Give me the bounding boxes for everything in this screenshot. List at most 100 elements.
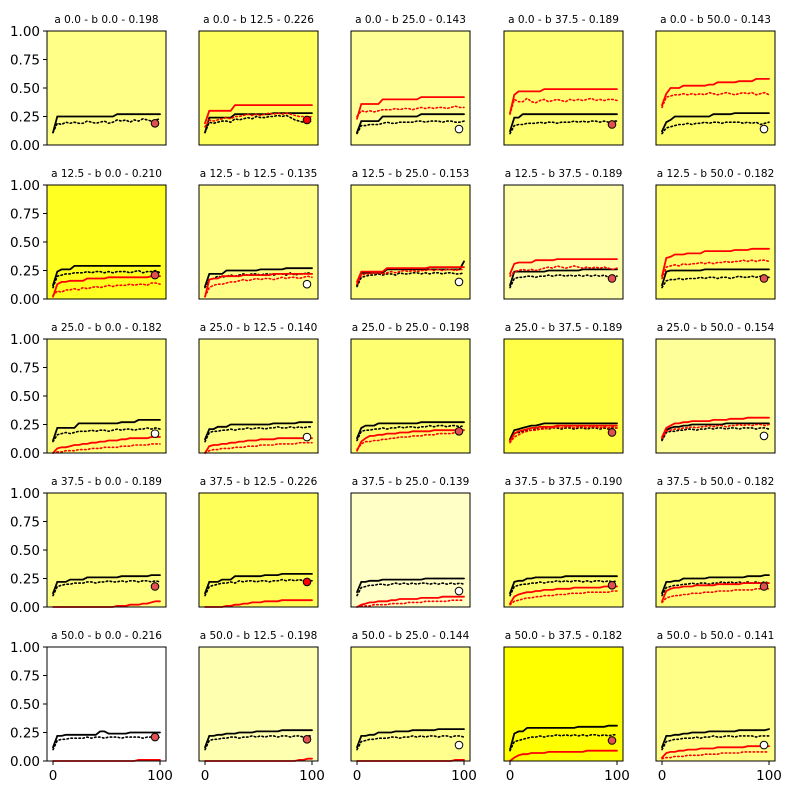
score-marker (302, 279, 312, 289)
score-marker (607, 736, 617, 745)
y-tick-label: 1.00 (10, 640, 40, 656)
panel-title: a 0.0 - b 25.0 - 0.143 (355, 14, 466, 26)
x-tick-label: 0 (353, 768, 362, 784)
series-red-solid (204, 104, 313, 125)
series-black-solid (52, 574, 161, 595)
x-tick-label: 0 (49, 768, 58, 784)
panel: a 0.0 - b 25.0 - 0.143 (350, 14, 471, 146)
series-black-dotted (509, 274, 618, 289)
panel-title: a 37.5 - b 50.0 - 0.182 (657, 476, 775, 488)
score-marker (607, 581, 617, 590)
panel-title: a 37.5 - b 0.0 - 0.189 (51, 476, 162, 488)
y-tick-label: 0.25 (10, 264, 40, 280)
score-marker (759, 124, 769, 134)
panel: a 12.5 - b 25.0 - 0.153 (350, 168, 471, 300)
series-black-dotted (356, 735, 465, 751)
series-black-solid (204, 112, 313, 134)
panel-background (504, 493, 623, 607)
panel-background (351, 647, 470, 761)
panel-background (47, 339, 166, 453)
score-marker (150, 119, 160, 128)
y-tick-label: 1.00 (10, 178, 40, 194)
panel-frame (198, 30, 319, 146)
series-red-solid (204, 437, 313, 454)
panel: a 37.5 - b 12.5 - 0.226 (198, 476, 319, 608)
x-tick-label: 100 (299, 768, 325, 784)
panel-frame (350, 30, 471, 146)
panel-background (504, 31, 623, 145)
series-black-solid (52, 264, 161, 287)
y-tick-label: 0.50 (10, 389, 40, 405)
panel-background (199, 185, 318, 299)
panel-title: a 25.0 - b 37.5 - 0.189 (505, 322, 623, 334)
panel-frame (198, 338, 319, 454)
series-black-dotted (661, 121, 770, 135)
series-red-solid (356, 595, 465, 608)
series-black-solid (509, 268, 618, 287)
panel-background (504, 647, 623, 761)
y-tick-label: 0.75 (10, 515, 40, 531)
panel-background (47, 647, 166, 761)
panel-background (199, 339, 318, 453)
panel: a 37.5 - b 0.0 - 0.189 0.00 0.25 0.50 0.75 1.… (10, 476, 167, 616)
score-marker (607, 428, 617, 437)
series-black-solid (356, 728, 465, 749)
score-marker (759, 582, 769, 591)
panel-title: a 12.5 - b 37.5 - 0.189 (505, 168, 623, 180)
series-red-solid (52, 436, 161, 454)
series-black-dotted (204, 578, 313, 597)
panel: a 37.5 - b 50.0 - 0.182 (655, 476, 776, 608)
series-black-dotted (52, 579, 161, 597)
panel-title: a 50.0 - b 37.5 - 0.182 (505, 630, 623, 642)
series-red-dotted (356, 599, 465, 608)
panel-title: a 0.0 - b 37.5 - 0.189 (508, 14, 619, 26)
panel-background (656, 493, 775, 607)
series-red-solid (661, 582, 770, 603)
y-tick-label: 0.00 (10, 138, 40, 154)
series-red-dotted (204, 275, 313, 298)
panel-frame (503, 646, 624, 762)
panel: a 37.5 - b 37.5 - 0.190 (503, 476, 624, 608)
panel-background (504, 339, 623, 453)
x-tick-label: 0 (658, 768, 667, 784)
panel-frame (655, 646, 776, 762)
series-black-dotted (356, 271, 465, 288)
series-red-dotted (509, 590, 618, 606)
panel-background (47, 493, 166, 607)
series-red-solid (204, 272, 313, 298)
series-black-dotted (356, 582, 465, 597)
panel-title: a 0.0 - b 0.0 - 0.198 (54, 14, 158, 26)
panel-title: a 50.0 - b 50.0 - 0.141 (657, 630, 775, 642)
series-black-solid (52, 730, 161, 749)
panel: a 12.5 - b 0.0 - 0.210 0.00 0.25 0.50 0.75 1.… (10, 168, 167, 308)
y-tick-label: 0.75 (10, 669, 40, 685)
panel-frame (655, 30, 776, 146)
y-tick-label: 1.00 (10, 332, 40, 348)
panel-background (656, 185, 775, 299)
panel-title: a 25.0 - b 50.0 - 0.154 (657, 322, 775, 334)
y-tick-label: 1.00 (10, 24, 40, 40)
y-tick-label: 0.00 (10, 446, 40, 462)
score-marker (302, 735, 312, 744)
series-red-solid (661, 78, 770, 106)
panel-background (656, 647, 775, 761)
series-black-solid (661, 728, 770, 749)
panel: a 37.5 - b 25.0 - 0.139 (350, 476, 471, 608)
series-red-solid (356, 96, 465, 120)
panel-title: a 12.5 - b 50.0 - 0.182 (657, 168, 775, 180)
series-red-solid (509, 424, 618, 443)
score-marker (759, 431, 769, 441)
panel: a 12.5 - b 12.5 - 0.135 (198, 168, 319, 300)
series-black-dotted (661, 427, 770, 442)
x-tick-label: 0 (506, 768, 515, 784)
y-tick-label: 0.75 (10, 361, 40, 377)
series-black-dotted (52, 427, 161, 443)
panel-background (199, 493, 318, 607)
panel-title: a 25.0 - b 0.0 - 0.182 (51, 322, 162, 334)
y-tick-label: 0.50 (10, 697, 40, 713)
panel-frame (198, 492, 319, 608)
series-red-dotted (204, 112, 313, 128)
score-marker (454, 740, 464, 750)
y-tick-label: 0.00 (10, 600, 40, 616)
series-black-solid (356, 113, 465, 134)
